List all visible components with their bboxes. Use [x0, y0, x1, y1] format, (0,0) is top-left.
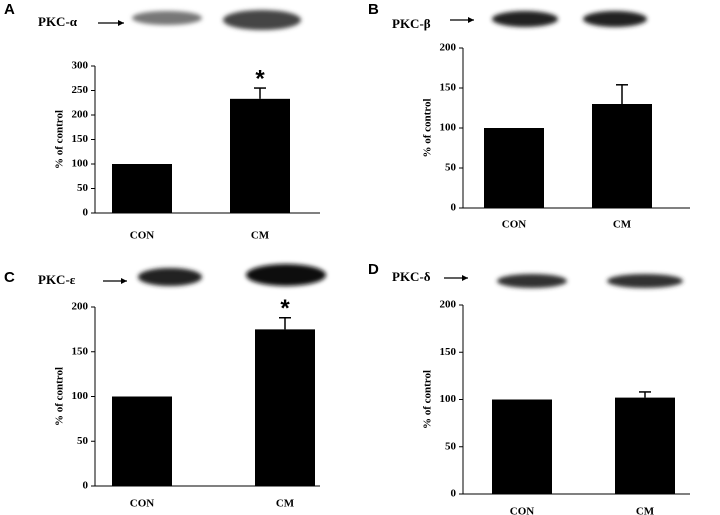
blot-band: [607, 274, 683, 288]
bar: [230, 98, 290, 213]
blot-band: [497, 274, 567, 288]
y-tick-label: 250: [72, 84, 89, 96]
bar: [112, 164, 172, 213]
x-tick-label: CON: [130, 498, 155, 510]
y-axis-label: % of control: [54, 367, 66, 426]
y-tick-label: 300: [72, 60, 89, 72]
y-tick-label: 0: [451, 488, 457, 500]
protein-label: PKC-ε: [38, 272, 76, 287]
y-tick-label: 100: [72, 158, 89, 170]
y-tick-label: 50: [445, 440, 457, 452]
protein-label: PKC-β: [392, 16, 431, 31]
y-tick-label: 200: [440, 299, 457, 311]
x-tick-label: CM: [251, 230, 270, 242]
x-tick-label: CM: [636, 506, 655, 515]
bar: [592, 104, 652, 208]
bar: [484, 128, 544, 208]
arrow-head: [468, 17, 474, 23]
x-tick-label: CON: [510, 506, 535, 515]
bar: [615, 397, 675, 494]
y-tick-label: 150: [72, 345, 89, 357]
y-tick-label: 200: [72, 109, 89, 121]
y-axis-label: % of control: [422, 370, 434, 429]
significance-mark: *: [280, 295, 290, 322]
y-tick-label: 50: [77, 435, 89, 447]
blot-band: [246, 264, 326, 286]
bar: [255, 329, 315, 486]
y-tick-label: 50: [77, 182, 89, 194]
blot-band: [223, 10, 301, 30]
y-tick-label: 150: [440, 82, 457, 94]
y-tick-label: 100: [440, 393, 457, 405]
y-axis-label: % of control: [422, 98, 434, 157]
bar: [112, 396, 172, 486]
y-tick-label: 0: [83, 207, 89, 219]
blot-band: [583, 11, 647, 27]
protein-label: PKC-α: [38, 14, 78, 29]
y-axis-label: % of control: [54, 110, 66, 169]
panel-label: A: [4, 1, 15, 18]
panel-label: B: [368, 1, 379, 18]
y-tick-label: 0: [83, 480, 89, 492]
protein-label: PKC-δ: [392, 269, 431, 284]
y-tick-label: 150: [440, 346, 457, 358]
y-tick-label: 100: [72, 390, 89, 402]
blot-band: [132, 11, 202, 25]
arrow-head: [118, 20, 124, 26]
panel-label: C: [4, 269, 15, 286]
x-tick-label: CM: [613, 219, 632, 231]
y-tick-label: 50: [445, 162, 457, 174]
bar: [492, 399, 552, 494]
arrow-head: [462, 275, 468, 281]
panel-label: D: [368, 261, 379, 278]
blot-band: [492, 11, 558, 27]
y-tick-label: 150: [72, 133, 89, 145]
arrow-head: [121, 278, 127, 284]
y-tick-label: 200: [440, 42, 457, 54]
x-tick-label: CM: [276, 498, 295, 510]
y-tick-label: 100: [440, 122, 457, 134]
significance-mark: *: [255, 65, 265, 92]
x-tick-label: CON: [130, 230, 155, 242]
x-tick-label: CON: [502, 219, 527, 231]
y-tick-label: 0: [451, 202, 457, 214]
blot-band: [138, 268, 202, 286]
y-tick-label: 200: [72, 301, 89, 313]
